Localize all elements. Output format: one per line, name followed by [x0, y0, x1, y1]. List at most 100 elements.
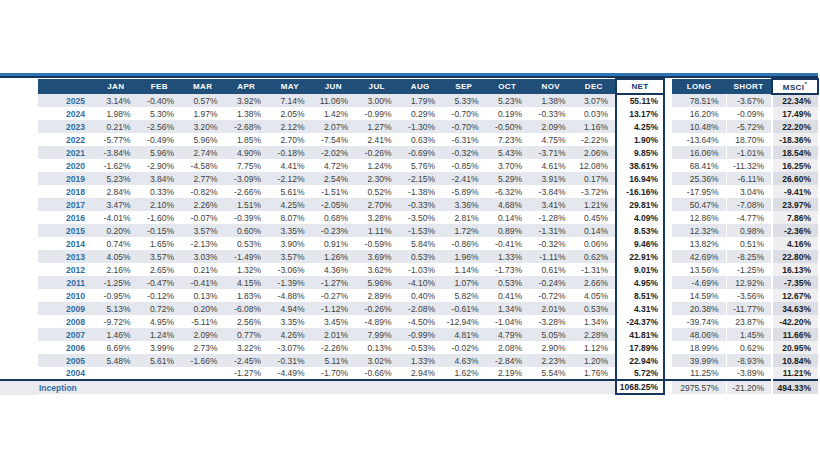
month-value-cell-dec: 0.17%	[573, 172, 617, 185]
month-value-cell-dec: 2.06%	[573, 146, 617, 159]
year-cell: 2008	[38, 315, 94, 328]
month-value-cell-may: -0.18%	[268, 146, 312, 159]
month-value-cell-nov: -1.28%	[529, 211, 573, 224]
month-value-cell-may: -4.88%	[268, 289, 312, 302]
month-value-cell-may: 5.61%	[268, 185, 312, 198]
month-value-cell-apr: 0.77%	[225, 328, 269, 341]
month-value-cell-mar: 3.20%	[181, 120, 225, 133]
month-value-cell-nov: -0.33%	[529, 107, 573, 120]
month-value-cell-jul: 7.99%	[355, 328, 399, 341]
header-gutter	[664, 79, 672, 94]
col-header-jan: JAN	[94, 79, 138, 94]
month-value-cell-may: 4.41%	[268, 159, 312, 172]
long-value-cell: 78.51%	[672, 94, 726, 107]
month-value-cell-aug: 5.76%	[399, 159, 443, 172]
month-value-cell-jul: 3.28%	[355, 211, 399, 224]
col-header-oct: OCT	[486, 79, 530, 94]
month-value-cell-dec: 4.05%	[573, 289, 617, 302]
msci-value-cell: 22.34%	[772, 94, 818, 107]
gutter-cell	[664, 341, 672, 354]
month-value-cell-aug: -0.99%	[399, 328, 443, 341]
gutter-cell	[664, 120, 672, 133]
msci-value-cell: 18.54%	[772, 146, 818, 159]
year-cell: 2024	[38, 107, 94, 120]
gutter-cell	[664, 276, 672, 289]
long-value-cell: 14.59%	[672, 289, 726, 302]
msci-value-cell: 22.20%	[772, 120, 818, 133]
month-value-cell-mar: 0.21%	[181, 263, 225, 276]
month-value-cell-jun: -1.27%	[312, 276, 356, 289]
short-value-cell: -3.89%	[726, 367, 772, 380]
month-value-cell-sep: -0.86%	[442, 237, 486, 250]
msci-value-cell: 26.60%	[772, 172, 818, 185]
month-value-cell-jan: 1.98%	[94, 107, 138, 120]
month-value-cell-apr: 2.56%	[225, 315, 269, 328]
month-value-cell-jun: 0.68%	[312, 211, 356, 224]
month-value-cell-mar: 0.13%	[181, 289, 225, 302]
month-value-cell-apr: 7.75%	[225, 159, 269, 172]
month-value-cell-feb: -0.12%	[138, 289, 182, 302]
table-row-2019: 20195.23%3.84%2.77%-3.09%-2.12%2.54%2.30…	[38, 172, 818, 185]
table-row-2020: 2020-1.62%-2.90%-4.58%7.75%4.41%4.72%1.2…	[38, 159, 818, 172]
month-value-cell-sep: 3.36%	[442, 198, 486, 211]
month-value-cell-nov: -3.71%	[529, 146, 573, 159]
month-value-cell-nov: 2.01%	[529, 302, 573, 315]
year-cell: 2015	[38, 224, 94, 237]
year-cell: 2025	[38, 94, 94, 107]
month-value-cell-aug: 0.53%	[399, 250, 443, 263]
msci-value-cell: 17.49%	[772, 107, 818, 120]
month-value-cell-feb: -0.15%	[138, 224, 182, 237]
long-value-cell: -39.74%	[672, 315, 726, 328]
month-value-cell-apr: 0.60%	[225, 224, 269, 237]
long-value-cell: 13.82%	[672, 237, 726, 250]
month-value-cell-sep: -0.70%	[442, 107, 486, 120]
year-cell: 2021	[38, 146, 94, 159]
long-value-cell: -13.64%	[672, 133, 726, 146]
table-row-2017: 20173.47%2.10%2.26%1.51%4.25%-2.05%2.70%…	[38, 198, 818, 211]
month-value-cell-mar: -1.66%	[181, 354, 225, 367]
month-value-cell-jan: -9.72%	[94, 315, 138, 328]
month-value-cell-sep: -0.02%	[442, 341, 486, 354]
month-value-cell-dec: 0.53%	[573, 302, 617, 315]
month-value-cell-jan: 5.23%	[94, 172, 138, 185]
month-value-cell-jul: 1.27%	[355, 120, 399, 133]
inception-gutter	[664, 380, 672, 394]
month-value-cell-mar: 0.57%	[181, 94, 225, 107]
month-value-cell-aug: -1.53%	[399, 224, 443, 237]
table-row-2014: 20140.74%1.65%-2.13%0.53%3.90%0.91%-0.59…	[38, 237, 818, 250]
month-value-cell-feb: -0.40%	[138, 94, 182, 107]
gutter-cell	[664, 328, 672, 341]
month-value-cell-oct: 0.41%	[486, 289, 530, 302]
month-value-cell-aug: 0.63%	[399, 133, 443, 146]
month-value-cell-jun: 2.01%	[312, 328, 356, 341]
month-value-cell-oct: -6.32%	[486, 185, 530, 198]
short-value-cell: 23.87%	[726, 315, 772, 328]
net-value-cell: 17.89%	[616, 341, 664, 354]
net-value-cell: 55.11%	[616, 94, 664, 107]
month-value-cell-feb: 5.61%	[138, 354, 182, 367]
long-value-cell: 16.06%	[672, 146, 726, 159]
year-cell: 2011	[38, 276, 94, 289]
short-value-cell: 12.92%	[726, 276, 772, 289]
month-value-cell-mar: 2.09%	[181, 328, 225, 341]
month-value-cell-apr: -1.49%	[225, 250, 269, 263]
year-cell: 2017	[38, 198, 94, 211]
month-value-cell-feb: 3.84%	[138, 172, 182, 185]
month-value-cell-sep: 4.81%	[442, 328, 486, 341]
month-value-cell-jan: 5.48%	[94, 354, 138, 367]
month-value-cell-jun: -2.02%	[312, 146, 356, 159]
month-value-cell-oct: 0.14%	[486, 211, 530, 224]
month-value-cell-sep: 1.62%	[442, 367, 486, 380]
month-value-cell-may: 4.26%	[268, 328, 312, 341]
month-value-cell-jun: 2.07%	[312, 120, 356, 133]
month-value-cell-jun: -1.12%	[312, 302, 356, 315]
month-value-cell-sep: 5.33%	[442, 94, 486, 107]
inception-label: Inception	[38, 380, 94, 394]
msci-value-cell: 11.21%	[772, 367, 818, 380]
table-row-2007: 20071.46%1.24%2.09%0.77%4.26%2.01%7.99%-…	[38, 328, 818, 341]
gutter-cell	[664, 250, 672, 263]
month-value-cell-may: 2.05%	[268, 107, 312, 120]
year-column-header	[38, 79, 94, 94]
month-value-cell-jan: 0.74%	[94, 237, 138, 250]
month-value-cell-dec: 0.45%	[573, 211, 617, 224]
